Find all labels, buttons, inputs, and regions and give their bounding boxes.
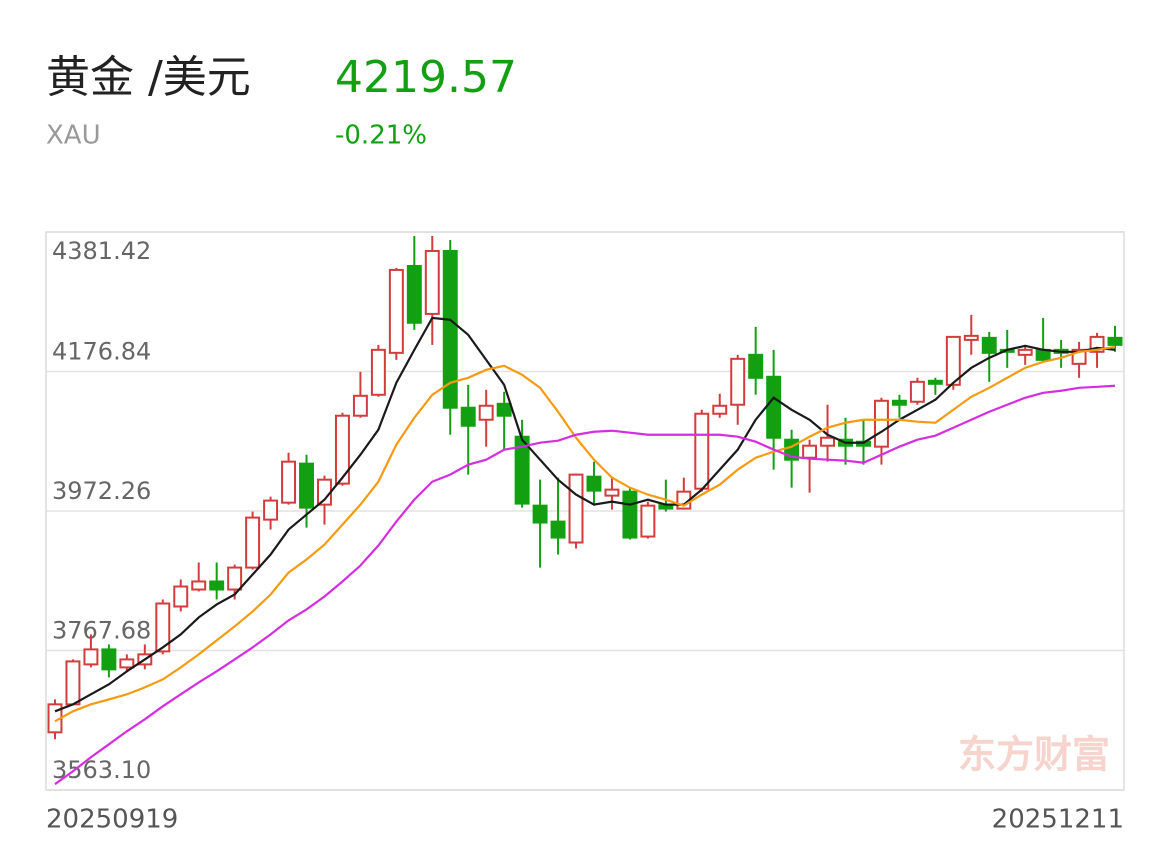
- price: 4219.57: [335, 52, 517, 103]
- plot-border: [45, 231, 1125, 791]
- candle-body: [820, 436, 836, 447]
- title: 黄金 /美元: [46, 52, 251, 103]
- candle-body: [802, 444, 818, 459]
- candle-body: [460, 406, 476, 427]
- candle-body: [245, 516, 261, 569]
- candle-body: [281, 460, 297, 504]
- candle-body: [568, 473, 584, 544]
- candle-body: [622, 490, 638, 539]
- moving-average-line: [54, 316, 1116, 713]
- candle-body: [478, 404, 494, 421]
- y-tick-label: 3767.68: [52, 617, 151, 645]
- candle-body: [388, 268, 404, 354]
- candle-body: [370, 348, 386, 396]
- candle-body: [334, 414, 350, 485]
- candle-body: [927, 379, 943, 385]
- candle-body: [730, 357, 746, 406]
- change: -0.21%: [335, 121, 427, 151]
- candle-body: [496, 402, 512, 417]
- moving-average-line: [54, 345, 1116, 723]
- candle-body: [909, 380, 925, 403]
- candle-body: [173, 585, 189, 608]
- candle-body: [550, 520, 566, 539]
- symbol: XAU: [46, 121, 101, 151]
- candle-body: [299, 462, 314, 509]
- candle-body: [155, 602, 171, 653]
- candle-body: [1017, 348, 1033, 356]
- candle-body: [65, 660, 81, 706]
- candle-body: [963, 334, 979, 341]
- candle-body: [748, 353, 764, 379]
- y-tick-label: 4176.84: [52, 338, 151, 366]
- candle-body: [945, 335, 961, 386]
- candle-body: [424, 249, 440, 315]
- candle-body: [352, 394, 368, 417]
- candle-body: [640, 504, 656, 538]
- y-tick-label: 3972.26: [52, 477, 151, 505]
- candle-body: [227, 566, 243, 591]
- candle-body: [891, 399, 907, 406]
- candle-body: [263, 499, 279, 521]
- y-tick-label: 4381.42: [52, 237, 151, 265]
- candle-body: [191, 580, 207, 591]
- candle-body: [1107, 336, 1123, 346]
- candle-body: [119, 658, 135, 669]
- candle-body: [694, 412, 710, 490]
- x-tick-label: 20250919: [46, 805, 178, 835]
- candle-body: [442, 249, 458, 409]
- candle-body: [873, 399, 889, 448]
- candle-body: [586, 475, 602, 492]
- candle-body: [604, 488, 620, 497]
- x-tick-label: 20251211: [992, 805, 1124, 835]
- candle-body: [981, 336, 997, 354]
- moving-average-line: [54, 384, 1116, 786]
- candle-body: [83, 648, 99, 666]
- candle-body: [532, 504, 548, 524]
- candle-body: [209, 580, 225, 591]
- candle-body: [101, 648, 117, 671]
- candle-body: [406, 264, 422, 324]
- watermark: 东方财富: [958, 733, 1110, 777]
- y-tick-label: 3563.10: [52, 756, 151, 784]
- candle-body: [712, 404, 728, 415]
- candle-body: [766, 375, 782, 439]
